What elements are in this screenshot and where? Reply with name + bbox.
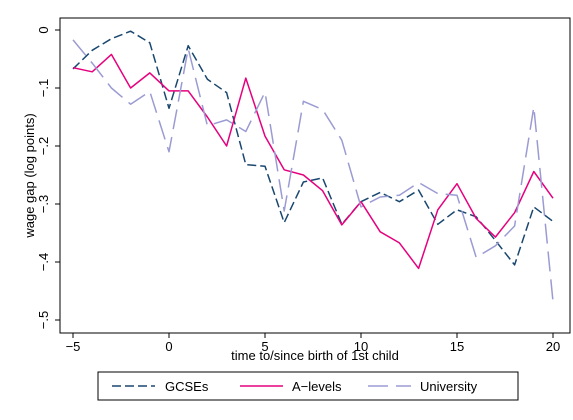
legend-box: [97, 371, 519, 401]
y-tick-label: −.1: [36, 79, 51, 97]
x-tick-label: 0: [165, 339, 172, 354]
legend: GCSEs A−levels University: [112, 379, 478, 394]
x-axis: −5 0 5 10 15 20: [66, 333, 560, 354]
x-tick-label: 10: [354, 339, 368, 354]
series-lines: [72, 30, 554, 302]
x-axis-label: time to/since birth of 1st child: [231, 348, 399, 363]
y-tick-label: −.5: [36, 311, 51, 329]
x-tick-label: 5: [261, 339, 268, 354]
x-tick-label: 20: [546, 339, 560, 354]
y-tick-label: −.3: [36, 195, 51, 213]
y-axis-label: wage gap (log points): [22, 113, 37, 238]
y-tick-label: −.4: [36, 253, 51, 271]
series-line-a-levels: [72, 53, 554, 270]
series-line-gcses: [72, 30, 554, 266]
x-tick-label: 15: [450, 339, 464, 354]
legend-label: A−levels: [292, 379, 342, 394]
y-tick-label: −.2: [36, 137, 51, 155]
legend-label: GCSEs: [165, 379, 209, 394]
y-axis: 0 −.1 −.2 −.3 −.4 −.5: [36, 26, 60, 329]
y-tick-label: 0: [36, 26, 51, 33]
series-line-university: [72, 39, 554, 302]
legend-label: University: [420, 379, 478, 394]
x-tick-label: −5: [66, 339, 81, 354]
plot-area-frame: [59, 17, 571, 334]
